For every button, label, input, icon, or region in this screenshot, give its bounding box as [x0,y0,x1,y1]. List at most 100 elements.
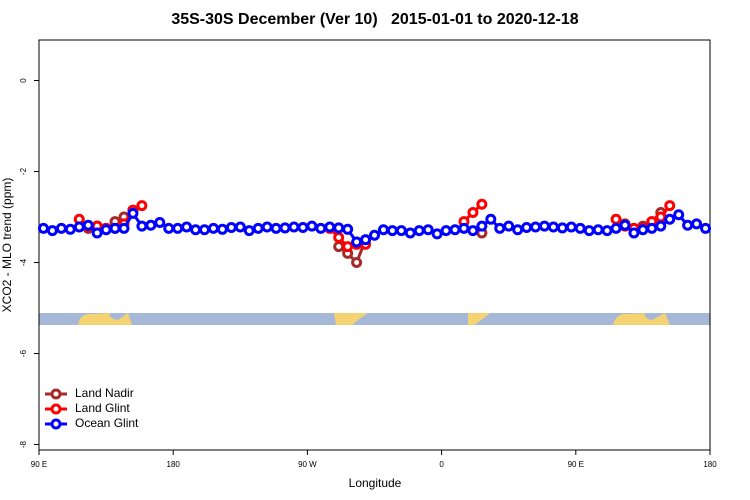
data-point [386,225,398,237]
y-tick-label: -2 [19,167,28,175]
data-point [270,222,282,234]
y-tick-label: -8 [19,440,28,448]
data-point [583,225,595,237]
data-point [216,223,228,235]
data-point [601,225,613,237]
data-point [351,257,363,269]
data-point [73,221,85,233]
data-point [37,222,49,234]
data-point [467,225,479,237]
data-point [682,219,694,231]
data-point [172,222,184,234]
data-point [476,220,488,232]
data-point [64,223,76,235]
data-point [637,224,649,236]
data-point [655,220,667,232]
data-point [315,222,327,234]
data-point [700,222,712,234]
data-point [163,222,175,234]
data-point [342,241,354,253]
data-point [646,222,658,234]
data-point [190,224,202,236]
x-tick-label: 90 W [298,460,317,469]
data-point [664,200,676,212]
data-point [100,224,112,236]
data-point [395,225,407,237]
data-point [360,234,372,246]
map-strip [39,313,710,325]
legend-marker [50,403,62,415]
data-point [619,219,631,231]
legend-label: Land Nadir [75,386,134,400]
data-point [118,222,130,234]
data-point [538,220,550,232]
data-point [297,221,309,233]
data-point [181,221,193,233]
data-point [199,224,211,236]
data-point [225,221,237,233]
data-point [521,221,533,233]
data-point [252,222,264,234]
data-point [467,206,479,218]
data-point [530,221,542,233]
x-tick-label: 180 [167,460,181,469]
data-point [136,200,148,212]
y-tick-label: 0 [19,78,28,83]
data-point [691,218,703,230]
y-axis-label: XCO2 - MLO trend (ppm) [0,178,14,313]
data-point [136,220,148,232]
data-point [485,213,497,225]
data-point [664,213,676,225]
data-point [333,231,345,243]
data-point [127,207,139,219]
data-point [404,227,416,239]
x-tick-label: 90 E [31,460,47,469]
data-point [673,209,685,221]
data-point [261,221,273,233]
data-point [333,241,345,253]
data-point [610,213,622,225]
data-point [333,222,345,234]
data-point [207,222,219,234]
data-point [243,225,255,237]
data-point [556,222,568,234]
chart-title: 35S-30S December (Ver 10) 2015-01-01 to … [171,11,578,28]
data-point [82,219,94,231]
data-point [547,221,559,233]
data-point [154,216,166,228]
data-point [351,236,363,248]
legend-label: Land Glint [75,401,130,415]
data-point [413,225,425,237]
data-point [610,222,622,234]
data-point [369,229,380,241]
x-axis-label: Longitude [349,476,402,490]
data-point [145,219,157,231]
data-point [503,220,515,232]
data-point [449,224,461,236]
x-tick-label: 90 E [568,460,584,469]
data-point [55,222,67,234]
data-point [342,223,354,235]
legend-label: Ocean Glint [75,416,139,430]
data-point [377,224,389,236]
data-point [431,228,443,240]
data-point [458,222,470,234]
data-point [234,221,246,233]
data-point [512,224,524,236]
data-point [306,220,318,232]
data-point [476,198,488,210]
legend-marker [50,388,62,400]
data-point [288,221,300,233]
data-point [565,221,577,233]
data-point [440,225,452,237]
data-point [494,222,506,234]
y-tick-label: -6 [19,349,28,357]
data-point [592,224,604,236]
data-point [422,224,434,236]
data-point [46,225,58,237]
data-point [655,211,667,223]
data-point [574,222,586,234]
y-tick-label: -4 [19,258,28,266]
data-point [109,222,121,234]
